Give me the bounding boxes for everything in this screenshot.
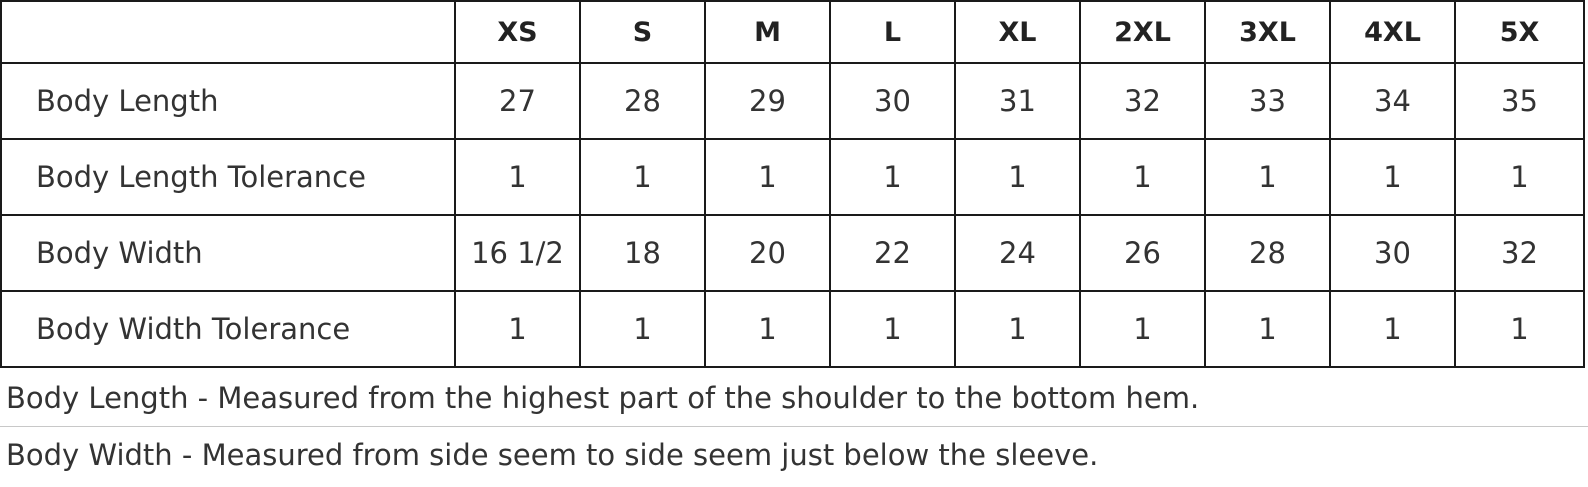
value-cell: 1 [1454,138,1585,216]
value-cell: 1 [454,290,581,368]
value-cell: 1 [1204,138,1331,216]
value-cell: 29 [704,62,831,140]
value-cell: 22 [829,214,956,292]
size-header-xs: XS [454,0,581,64]
size-header-l: L [829,0,956,64]
value-cell: 1 [704,138,831,216]
value-cell: 1 [954,138,1081,216]
row-label: Body Length Tolerance [0,138,456,216]
value-cell: 24 [954,214,1081,292]
row-label: Body Width [0,214,456,292]
header-row: XS S M L XL 2XL 3XL 4XL 5X [0,0,1585,64]
row-body-width: Body Width 16 1/2 18 20 22 24 26 28 30 3… [0,214,1585,292]
size-header-5x: 5X [1454,0,1585,64]
value-cell: 34 [1329,62,1456,140]
value-cell: 26 [1079,214,1206,292]
value-cell: 1 [1204,290,1331,368]
value-cell: 1 [579,290,706,368]
size-header-4xl: 4XL [1329,0,1456,64]
value-cell: 1 [704,290,831,368]
value-cell: 20 [704,214,831,292]
value-cell: 1 [829,138,956,216]
row-label: Body Width Tolerance [0,290,456,368]
value-cell: 1 [1329,290,1456,368]
size-header-m: M [704,0,831,64]
value-cell: 30 [829,62,956,140]
size-table: XS S M L XL 2XL 3XL 4XL 5X Body Length 2… [0,0,1585,368]
value-cell: 1 [1079,138,1206,216]
value-cell: 1 [454,138,581,216]
row-label: Body Length [0,62,456,140]
value-cell: 1 [579,138,706,216]
size-header-2xl: 2XL [1079,0,1206,64]
note-body-width: Body Width - Measured from side seem to … [6,438,1099,472]
value-cell: 1 [1329,138,1456,216]
value-cell: 1 [1079,290,1206,368]
note-body-length: Body Length - Measured from the highest … [0,370,1588,427]
measurement-notes: Body Length - Measured from the highest … [0,370,1588,483]
size-header-xl: XL [954,0,1081,64]
value-cell: 33 [1204,62,1331,140]
value-cell: 31 [954,62,1081,140]
value-cell: 28 [579,62,706,140]
row-body-length-tolerance: Body Length Tolerance 1 1 1 1 1 1 1 1 1 [0,138,1585,216]
value-cell: 30 [1329,214,1456,292]
value-cell: 1 [829,290,956,368]
corner-cell [0,0,456,64]
row-body-width-tolerance: Body Width Tolerance 1 1 1 1 1 1 1 1 1 [0,290,1585,368]
value-cell: 1 [954,290,1081,368]
size-header-3xl: 3XL [1204,0,1331,64]
value-cell: 27 [454,62,581,140]
value-cell: 1 [1454,290,1585,368]
row-body-length: Body Length 27 28 29 30 31 32 33 34 35 [0,62,1585,140]
value-cell: 18 [579,214,706,292]
value-cell: 32 [1079,62,1206,140]
value-cell: 28 [1204,214,1331,292]
size-header-s: S [579,0,706,64]
value-cell: 32 [1454,214,1585,292]
value-cell: 16 1/2 [454,214,581,292]
value-cell: 35 [1454,62,1585,140]
